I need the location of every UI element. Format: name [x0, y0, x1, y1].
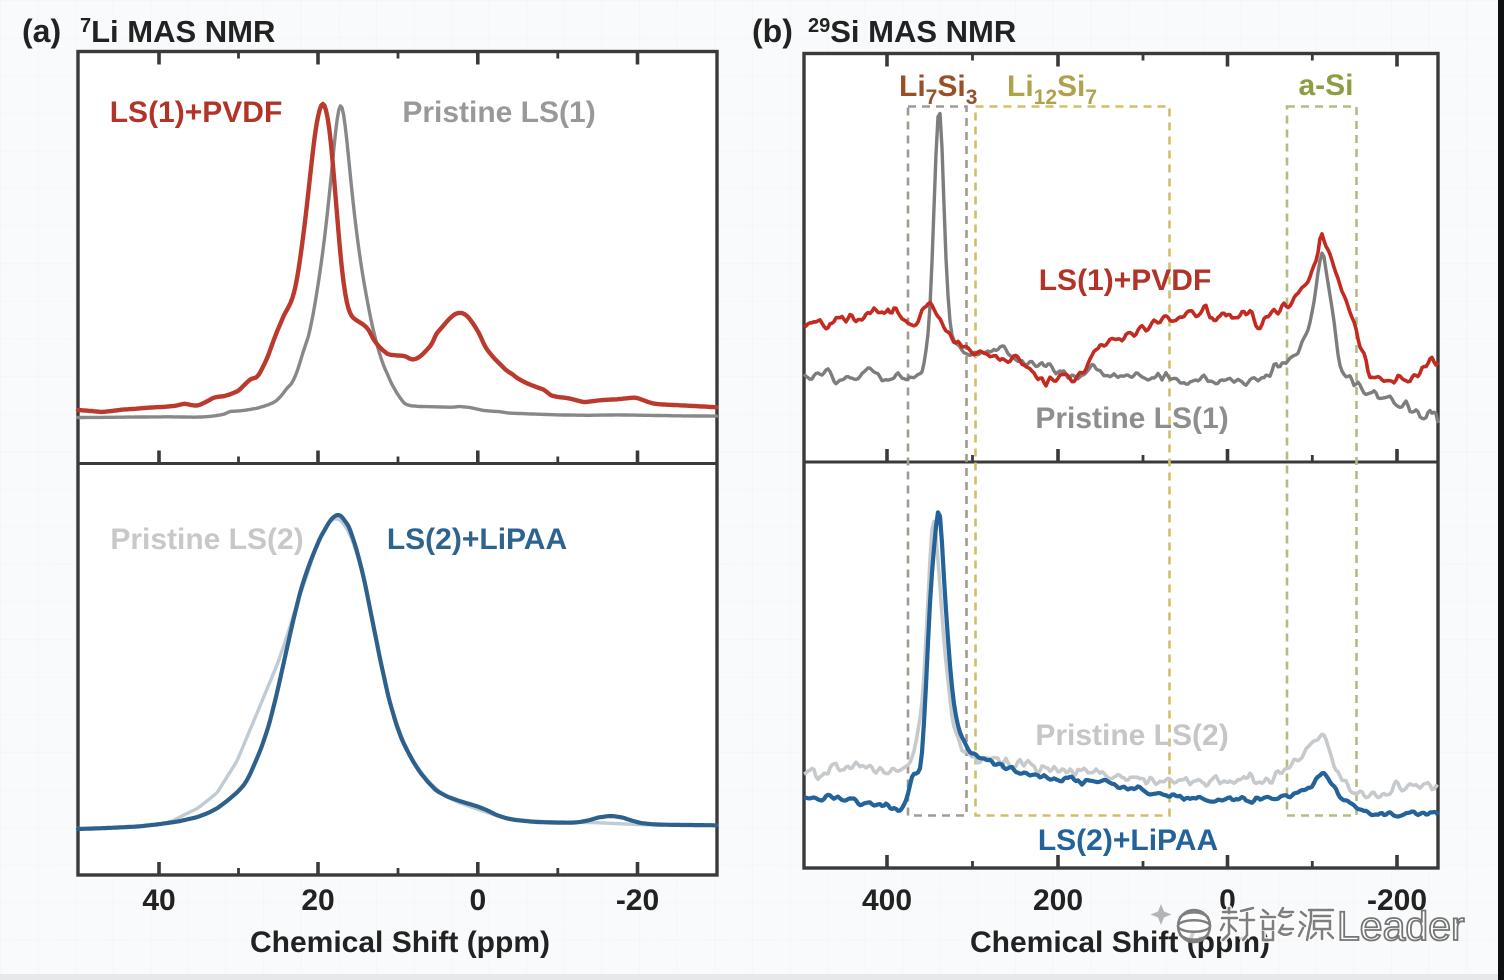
- svg-text:(a): (a): [22, 13, 61, 49]
- svg-text:Pristine LS(1): Pristine LS(1): [402, 96, 595, 129]
- svg-text:Leader: Leader: [1337, 903, 1465, 949]
- svg-text:a-Si: a-Si: [1298, 69, 1353, 102]
- svg-text:Pristine LS(2): Pristine LS(2): [1035, 719, 1228, 752]
- svg-text:7Li MAS NMR: 7Li MAS NMR: [80, 14, 275, 49]
- svg-text:Li7Si3: Li7Si3: [899, 70, 977, 109]
- svg-text:Li12Si7: Li12Si7: [1007, 70, 1097, 109]
- svg-text:LS(1)+PVDF: LS(1)+PVDF: [1039, 264, 1212, 297]
- svg-text:Chemical Shift (ppm): Chemical Shift (ppm): [250, 926, 550, 959]
- svg-text:-200: -200: [1367, 884, 1427, 917]
- svg-text:200: 200: [1033, 884, 1083, 917]
- svg-text:LS(2)+LiPAA: LS(2)+LiPAA: [1038, 824, 1218, 857]
- svg-text:-20: -20: [616, 884, 659, 917]
- svg-text:Pristine LS(2): Pristine LS(2): [110, 523, 303, 556]
- svg-text:LS(2)+LiPAA: LS(2)+LiPAA: [387, 523, 567, 556]
- svg-text:(b): (b): [752, 13, 793, 49]
- svg-text:40: 40: [142, 884, 175, 917]
- svg-text:29Si MAS NMR: 29Si MAS NMR: [808, 14, 1016, 49]
- svg-text:Pristine LS(1): Pristine LS(1): [1035, 402, 1228, 435]
- svg-text:LS(1)+PVDF: LS(1)+PVDF: [110, 96, 283, 129]
- svg-text:Chemical Shift (ppm): Chemical Shift (ppm): [970, 926, 1270, 959]
- svg-text:400: 400: [862, 884, 912, 917]
- svg-text:0: 0: [469, 884, 486, 917]
- svg-text:20: 20: [301, 884, 334, 917]
